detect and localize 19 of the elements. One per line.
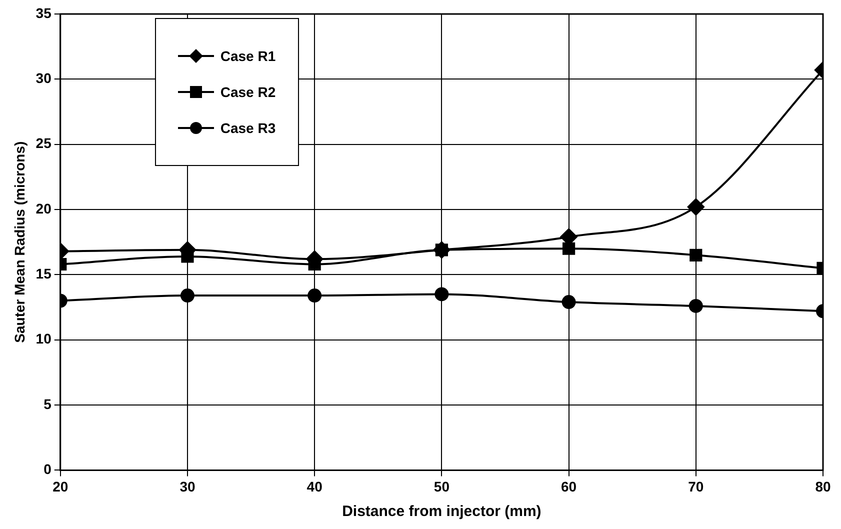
legend-label: Case R3 <box>220 120 276 136</box>
y-tick-label: 15 <box>36 266 52 282</box>
y-tick-label: 25 <box>36 135 52 152</box>
y-tick-label: 5 <box>44 396 52 412</box>
legend-label: Case R2 <box>220 84 276 100</box>
x-tick-label: 80 <box>815 478 831 494</box>
y-tick-label: 20 <box>36 200 52 216</box>
x-tick-label: 70 <box>688 478 704 494</box>
y-tick-label: 10 <box>36 330 52 347</box>
x-tick-label: 30 <box>180 478 196 494</box>
x-tick-label: 50 <box>434 478 450 494</box>
y-axis-title: Sauter Mean Radius (microns) <box>11 141 28 343</box>
legend-label: Case R1 <box>220 48 276 64</box>
y-tick-label: 30 <box>36 70 52 86</box>
x-tick-label: 60 <box>561 478 577 494</box>
y-tick-label: 35 <box>36 4 52 21</box>
x-axis-title: Distance from injector (mm) <box>342 503 542 520</box>
x-tick-label: 40 <box>306 478 323 494</box>
y-tick-label: 0 <box>44 461 52 478</box>
